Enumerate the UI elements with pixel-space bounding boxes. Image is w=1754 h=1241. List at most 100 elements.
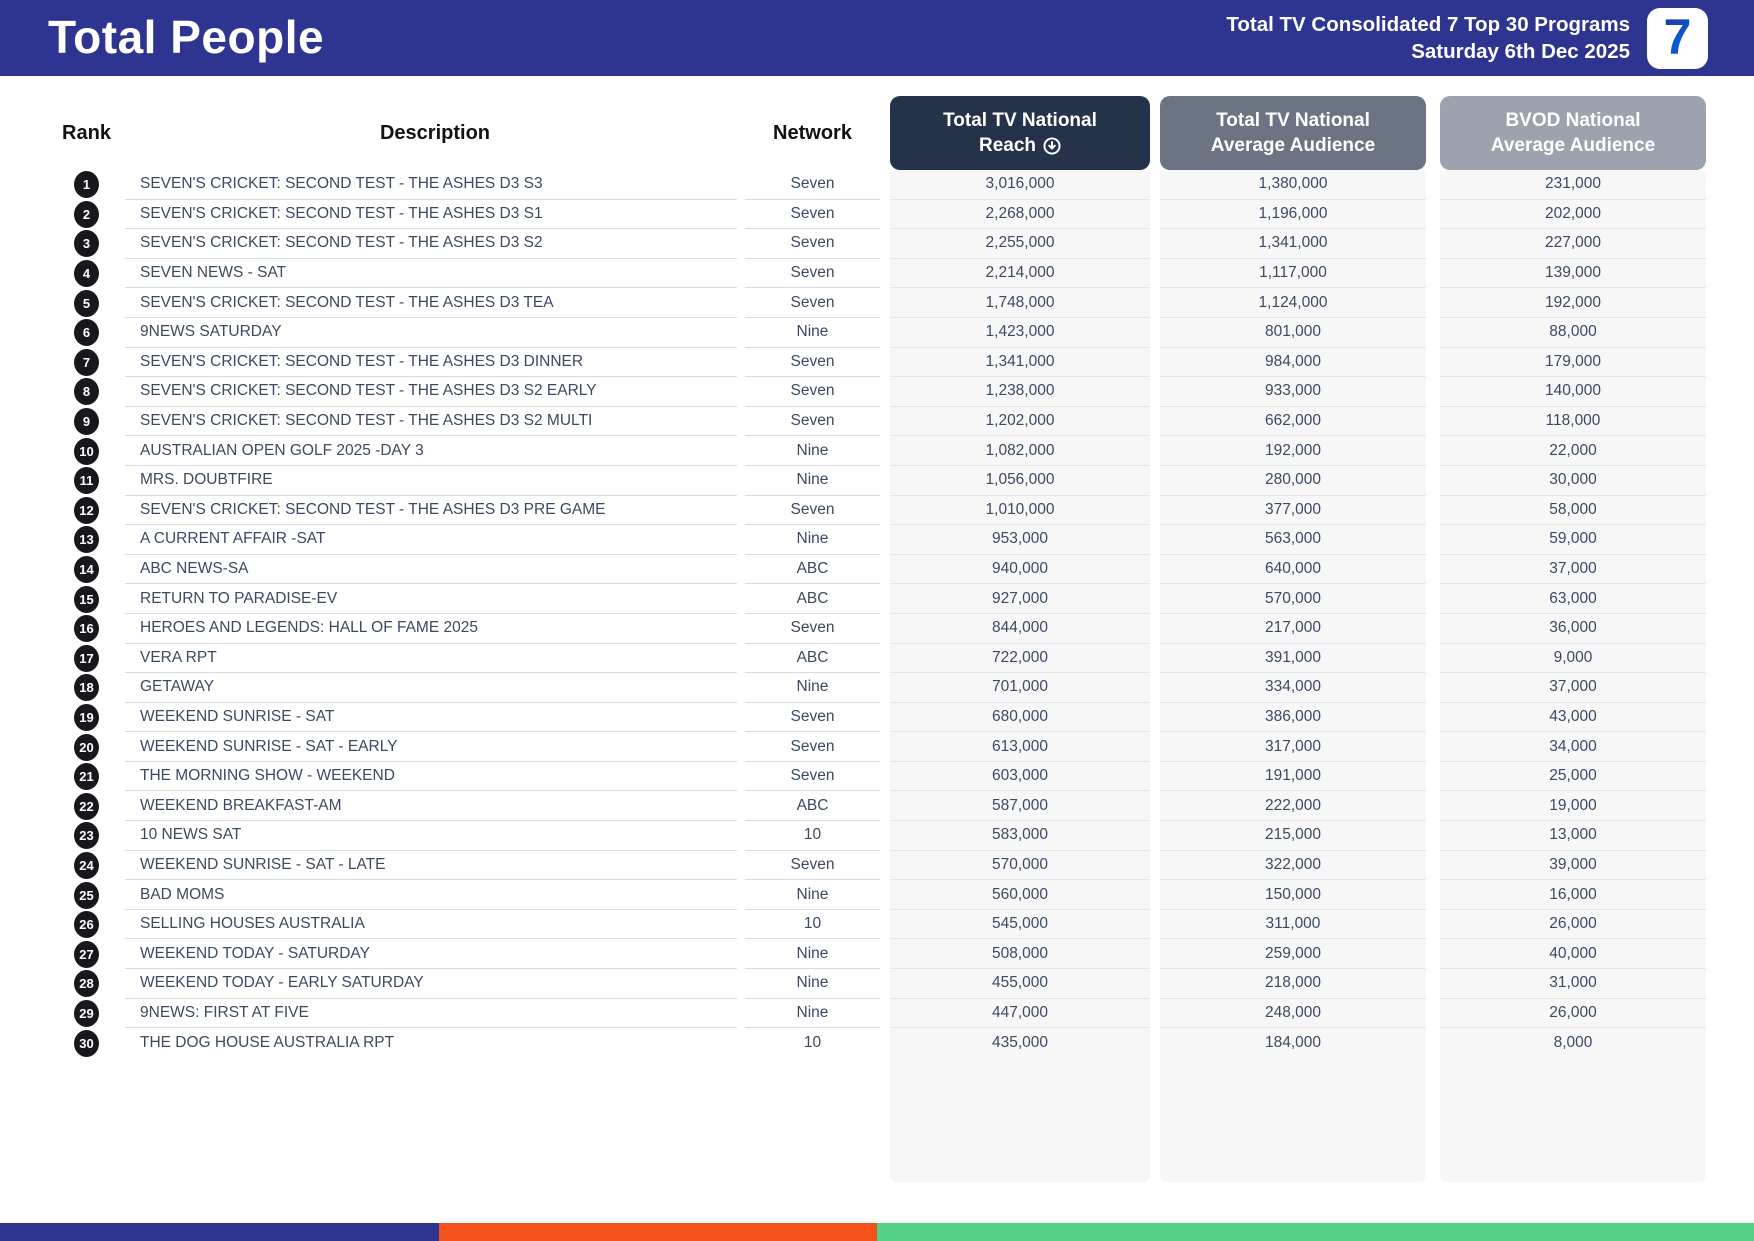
network-cell: ABC bbox=[745, 555, 880, 585]
rank-cell: 28 bbox=[48, 969, 125, 999]
column-gap bbox=[1150, 821, 1160, 851]
tv-avg-cell: 150,000 bbox=[1160, 880, 1426, 910]
column-gap bbox=[880, 732, 890, 762]
rank-badge: 22 bbox=[74, 792, 99, 820]
rank-cell: 23 bbox=[48, 821, 125, 851]
footer-color-bar bbox=[0, 1223, 1754, 1241]
column-gap bbox=[880, 555, 890, 585]
rank-badge: 7 bbox=[74, 348, 99, 376]
network-cell: Seven bbox=[745, 348, 880, 378]
rank-cell: 3 bbox=[48, 229, 125, 259]
description-cell: WEEKEND BREAKFAST-AM bbox=[125, 791, 737, 822]
column-gap bbox=[880, 259, 890, 289]
reach-cell: 940,000 bbox=[890, 555, 1150, 585]
network-cell: Nine bbox=[745, 673, 880, 703]
rank-cell: 11 bbox=[48, 466, 125, 496]
column-gap bbox=[1150, 732, 1160, 762]
rank-badge: 3 bbox=[74, 230, 99, 258]
bvod-cell: 39,000 bbox=[1440, 851, 1706, 881]
network-cell: Seven bbox=[745, 851, 880, 881]
tv-avg-cell: 1,341,000 bbox=[1160, 229, 1426, 259]
column-gap bbox=[1426, 200, 1440, 230]
tv-avg-cell: 1,117,000 bbox=[1160, 259, 1426, 289]
table-row: 12 SEVEN'S CRICKET: SECOND TEST - THE ASH… bbox=[48, 496, 1706, 526]
rank-cell: 26 bbox=[48, 910, 125, 940]
tv-avg-cell: 984,000 bbox=[1160, 348, 1426, 378]
column-gap bbox=[880, 644, 890, 674]
description-cell: RETURN TO PARADISE-EV bbox=[125, 584, 737, 614]
column-gap bbox=[1150, 703, 1160, 733]
rank-badge: 1 bbox=[74, 171, 99, 199]
rank-cell: 30 bbox=[48, 1028, 125, 1058]
bvod-cell: 139,000 bbox=[1440, 259, 1706, 289]
page-title: Total People bbox=[48, 11, 325, 63]
column-gap bbox=[1426, 880, 1440, 910]
column-gap bbox=[1150, 880, 1160, 910]
reach-cell: 508,000 bbox=[890, 939, 1150, 970]
reach-cell: 701,000 bbox=[890, 673, 1150, 703]
description-cell: SEVEN'S CRICKET: SECOND TEST - THE ASHES… bbox=[125, 407, 737, 437]
tv-avg-cell: 322,000 bbox=[1160, 851, 1426, 881]
rank-cell: 8 bbox=[48, 377, 125, 407]
tv-avg-cell: 184,000 bbox=[1264, 1034, 1322, 1052]
bvod-cell: 26,000 bbox=[1440, 910, 1706, 940]
network-cell: 10 bbox=[745, 821, 880, 851]
footer-bar-segment-3 bbox=[877, 1223, 1754, 1241]
reach-cell: 1,341,000 bbox=[890, 348, 1150, 378]
reach-cell: 3,016,000 bbox=[890, 170, 1150, 200]
column-gap bbox=[1426, 436, 1440, 466]
column-gap bbox=[880, 229, 890, 259]
column-gap bbox=[1150, 969, 1160, 999]
description-cell: ABC NEWS-SA bbox=[125, 555, 737, 585]
column-gap bbox=[1150, 791, 1160, 821]
column-gap bbox=[1150, 584, 1160, 614]
rank-badge: 23 bbox=[74, 822, 99, 850]
table-row: 8 SEVEN'S CRICKET: SECOND TEST - THE ASHE… bbox=[48, 377, 1706, 407]
rank-badge: 9 bbox=[74, 408, 99, 436]
description-cell: SELLING HOUSES AUSTRALIA bbox=[125, 910, 737, 940]
column-header-description: Description bbox=[379, 121, 491, 144]
description-cell: VERA RPT bbox=[125, 644, 737, 674]
rank-cell: 27 bbox=[48, 939, 125, 969]
table-row: 19 WEEKEND SUNRISE - SAT Seven 680,000 386,0… bbox=[48, 703, 1706, 733]
tv-avg-cell: 640,000 bbox=[1160, 555, 1426, 585]
column-gap bbox=[880, 910, 890, 940]
report-subtitle-line2: Saturday 6th Dec 2025 bbox=[1411, 40, 1630, 63]
table-row: 15 RETURN TO PARADISE-EV ABC 927,000 570,000… bbox=[48, 584, 1706, 614]
column-gap bbox=[880, 407, 890, 437]
column-gap bbox=[1150, 496, 1160, 526]
column-gap bbox=[1150, 910, 1160, 940]
network-cell: Nine bbox=[745, 939, 880, 970]
reach-cell: 545,000 bbox=[890, 910, 1150, 940]
reach-cell: 570,000 bbox=[890, 851, 1150, 881]
network-cell: Nine bbox=[745, 880, 880, 910]
column-gap bbox=[1426, 732, 1440, 762]
rank-badge: 26 bbox=[74, 911, 99, 939]
rank-cell: 29 bbox=[48, 999, 125, 1029]
description-cell: HEROES AND LEGENDS: HALL OF FAME 2025 bbox=[125, 614, 737, 644]
column-header-total-tv-reach[interactable]: Total TV National Reach bbox=[890, 96, 1150, 170]
rank-badge: 10 bbox=[74, 437, 99, 465]
column-gap bbox=[1426, 910, 1440, 940]
reach-cell: 455,000 bbox=[890, 969, 1150, 999]
rank-cell: 1 bbox=[48, 170, 125, 200]
rank-cell: 15 bbox=[48, 584, 125, 614]
column-gap bbox=[1426, 584, 1440, 614]
bvod-cell: 227,000 bbox=[1440, 229, 1706, 259]
bvod-cell: 88,000 bbox=[1440, 318, 1706, 348]
rank-badge: 13 bbox=[74, 526, 99, 554]
column-gap bbox=[1426, 999, 1440, 1029]
bvod-cell: 34,000 bbox=[1440, 732, 1706, 762]
tv-avg-cell: 217,000 bbox=[1160, 614, 1426, 644]
column-header-total-tv-average[interactable]: Total TV National Average Audience bbox=[1160, 96, 1426, 170]
description-cell: SEVEN'S CRICKET: SECOND TEST - THE ASHES… bbox=[125, 200, 737, 230]
bvod-cell: 37,000 bbox=[1440, 673, 1706, 703]
bvod-header-line2: Average Audience bbox=[1490, 135, 1656, 156]
bvod-cell: 26,000 bbox=[1440, 999, 1706, 1029]
column-header-bvod-average[interactable]: BVOD National Average Audience bbox=[1440, 96, 1706, 170]
rank-badge: 19 bbox=[74, 703, 99, 731]
rank-badge: 8 bbox=[74, 378, 99, 406]
rank-badge: 21 bbox=[74, 763, 99, 791]
rank-cell: 22 bbox=[48, 791, 125, 821]
column-gap bbox=[1426, 318, 1440, 348]
